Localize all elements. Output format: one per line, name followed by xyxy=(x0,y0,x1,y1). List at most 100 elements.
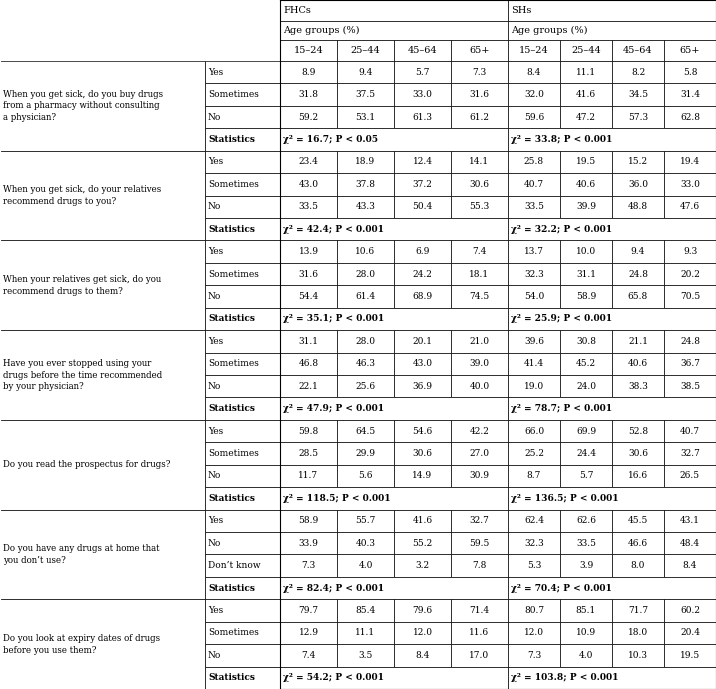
Text: 19.5: 19.5 xyxy=(680,651,700,660)
Bar xyxy=(560,240,612,263)
Bar xyxy=(280,285,337,308)
Text: 59.5: 59.5 xyxy=(469,539,490,548)
Bar xyxy=(508,0,716,21)
Text: 46.3: 46.3 xyxy=(356,359,375,369)
Text: Sometimes: Sometimes xyxy=(208,90,259,99)
Bar xyxy=(560,621,612,644)
Text: 39.9: 39.9 xyxy=(576,203,596,212)
Text: 23.4: 23.4 xyxy=(299,157,319,167)
Bar xyxy=(337,151,394,173)
Text: 65+: 65+ xyxy=(679,46,700,55)
Text: 15–24: 15–24 xyxy=(294,46,324,55)
Text: χ² = 136.5; P < 0.001: χ² = 136.5; P < 0.001 xyxy=(511,494,619,503)
Bar xyxy=(205,240,280,263)
Text: Age groups (%): Age groups (%) xyxy=(283,26,359,35)
Text: 13.7: 13.7 xyxy=(524,247,544,256)
Text: Yes: Yes xyxy=(208,247,223,256)
Bar xyxy=(508,330,560,353)
Bar xyxy=(205,577,280,599)
Bar xyxy=(664,599,716,621)
Text: 4.0: 4.0 xyxy=(579,651,593,660)
Text: 43.0: 43.0 xyxy=(299,180,319,189)
Bar xyxy=(560,353,612,375)
Bar xyxy=(205,173,280,196)
Bar xyxy=(508,40,560,61)
Text: 54.0: 54.0 xyxy=(524,292,544,301)
Text: 26.5: 26.5 xyxy=(680,471,700,480)
Bar xyxy=(451,644,508,666)
Bar xyxy=(394,151,451,173)
Bar xyxy=(205,106,280,128)
Text: 55.7: 55.7 xyxy=(355,516,376,525)
Text: No: No xyxy=(208,382,221,391)
Text: Do you read the prospectus for drugs?: Do you read the prospectus for drugs? xyxy=(3,460,170,469)
Bar xyxy=(664,555,716,577)
Text: 45.2: 45.2 xyxy=(576,359,596,369)
Text: Statistics: Statistics xyxy=(208,584,255,593)
Text: 54.6: 54.6 xyxy=(412,426,432,435)
Bar xyxy=(394,196,451,218)
Bar xyxy=(205,196,280,218)
Text: Sometimes: Sometimes xyxy=(208,180,259,189)
Text: 11.1: 11.1 xyxy=(576,68,596,76)
Text: 10.6: 10.6 xyxy=(355,247,376,256)
Text: 36.0: 36.0 xyxy=(628,180,648,189)
Text: 46.6: 46.6 xyxy=(628,539,648,548)
Text: 25–44: 25–44 xyxy=(351,46,380,55)
Bar xyxy=(394,106,451,128)
Text: 45–64: 45–64 xyxy=(623,46,653,55)
Bar xyxy=(508,442,560,464)
Text: 28.0: 28.0 xyxy=(356,269,375,278)
Text: 45–64: 45–64 xyxy=(407,46,437,55)
Bar xyxy=(0,510,205,599)
Text: 25–44: 25–44 xyxy=(571,46,601,55)
Bar xyxy=(508,308,716,330)
Text: 30.8: 30.8 xyxy=(576,337,596,346)
Bar xyxy=(205,128,280,151)
Text: No: No xyxy=(208,112,221,121)
Text: Age groups (%): Age groups (%) xyxy=(511,26,588,35)
Text: 71.7: 71.7 xyxy=(628,606,648,615)
Bar xyxy=(451,442,508,464)
Bar xyxy=(205,420,280,442)
Bar xyxy=(280,464,337,487)
Bar xyxy=(205,308,280,330)
Bar xyxy=(337,196,394,218)
Bar xyxy=(612,464,664,487)
Bar xyxy=(0,61,205,151)
Bar xyxy=(280,128,508,151)
Text: 37.2: 37.2 xyxy=(412,180,432,189)
Bar xyxy=(612,106,664,128)
Bar xyxy=(280,196,337,218)
Bar xyxy=(508,106,560,128)
Bar xyxy=(337,420,394,442)
Text: Statistics: Statistics xyxy=(208,225,255,234)
Bar xyxy=(205,644,280,666)
Bar xyxy=(337,555,394,577)
Text: 40.7: 40.7 xyxy=(680,426,700,435)
Bar xyxy=(560,532,612,555)
Text: Statistics: Statistics xyxy=(208,404,255,413)
Text: 38.3: 38.3 xyxy=(628,382,648,391)
Bar xyxy=(560,510,612,532)
Text: 33.0: 33.0 xyxy=(412,90,432,99)
Bar xyxy=(394,442,451,464)
Bar xyxy=(337,285,394,308)
Text: 9.4: 9.4 xyxy=(631,247,645,256)
Bar xyxy=(337,240,394,263)
Text: χ² = 103.8; P < 0.001: χ² = 103.8; P < 0.001 xyxy=(511,673,619,682)
Text: No: No xyxy=(208,539,221,548)
Text: 70.5: 70.5 xyxy=(680,292,700,301)
Bar xyxy=(664,61,716,83)
Bar xyxy=(508,532,560,555)
Bar xyxy=(560,285,612,308)
Text: Yes: Yes xyxy=(208,516,223,525)
Bar xyxy=(337,464,394,487)
Bar xyxy=(612,353,664,375)
Bar xyxy=(280,218,508,240)
Text: 3.9: 3.9 xyxy=(579,561,593,570)
Text: 37.8: 37.8 xyxy=(356,180,375,189)
Text: 30.6: 30.6 xyxy=(470,180,490,189)
Text: 10.0: 10.0 xyxy=(576,247,596,256)
Bar xyxy=(280,21,508,40)
